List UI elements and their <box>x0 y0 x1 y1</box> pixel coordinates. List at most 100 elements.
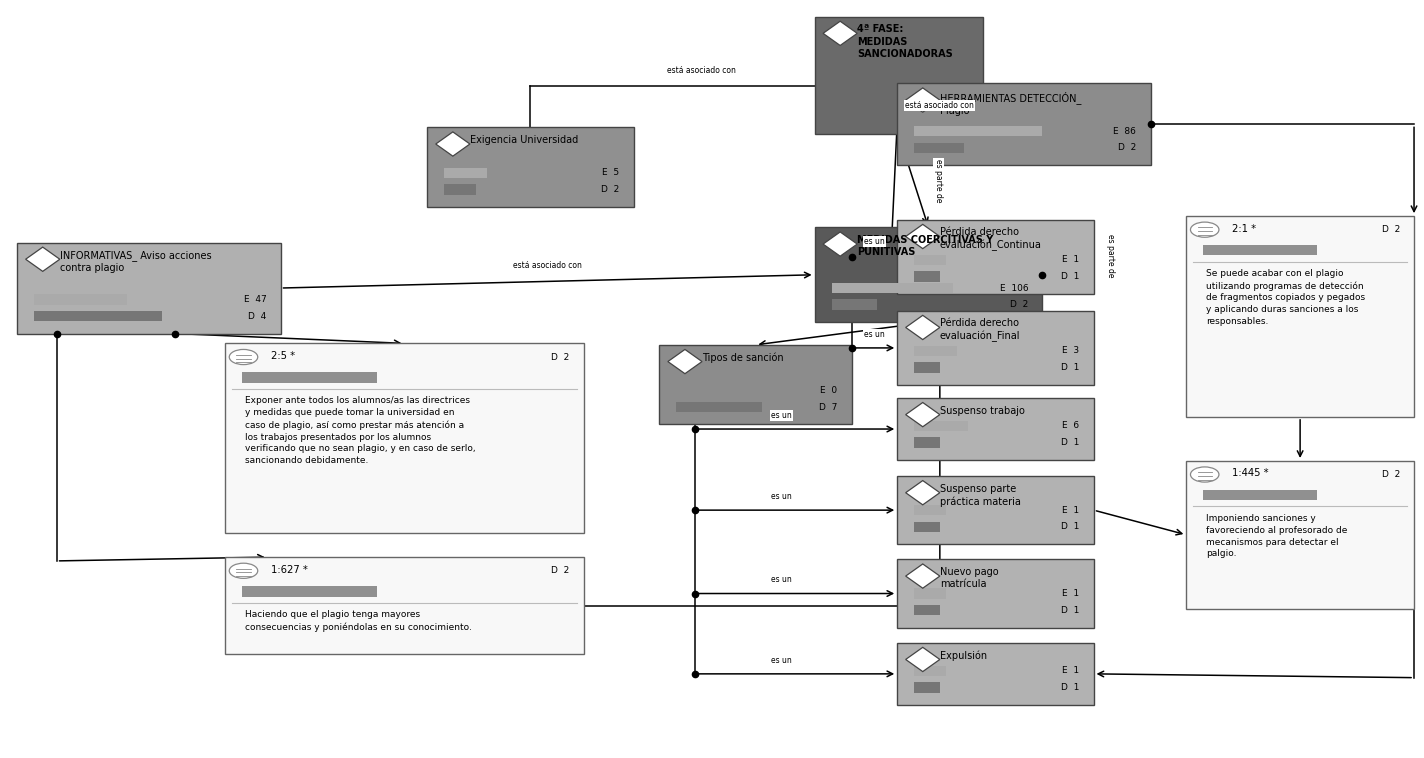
Text: 1:627 *: 1:627 * <box>271 565 308 575</box>
Text: D  2: D 2 <box>551 352 570 362</box>
FancyBboxPatch shape <box>225 557 584 654</box>
FancyBboxPatch shape <box>1186 216 1414 417</box>
Bar <box>34 311 162 321</box>
FancyBboxPatch shape <box>815 227 1042 322</box>
Polygon shape <box>906 88 940 112</box>
Text: Exponer ante todos los alumnos/as las directrices
y medidas que puede tomar la u: Exponer ante todos los alumnos/as las di… <box>245 396 476 465</box>
Circle shape <box>229 349 258 365</box>
FancyBboxPatch shape <box>897 311 1094 385</box>
Polygon shape <box>823 21 857 45</box>
Bar <box>914 346 957 356</box>
Text: INFORMATIVAS_ Aviso acciones
contra plagio: INFORMATIVAS_ Aviso acciones contra plag… <box>60 250 211 274</box>
Text: D  2: D 2 <box>1381 470 1400 479</box>
Text: Exigencia Universidad: Exigencia Universidad <box>470 135 578 145</box>
Text: D  2: D 2 <box>551 566 570 575</box>
Bar <box>832 283 953 293</box>
FancyBboxPatch shape <box>427 127 634 207</box>
Text: D  7: D 7 <box>819 402 837 412</box>
Text: Imponiendo sanciones y
favoreciendo al profesorado de
mecanismos para detectar e: Imponiendo sanciones y favoreciendo al p… <box>1206 514 1347 559</box>
FancyBboxPatch shape <box>815 17 983 134</box>
Polygon shape <box>906 315 940 340</box>
Text: Expulsión: Expulsión <box>940 650 987 661</box>
Text: E  86: E 86 <box>1114 127 1136 136</box>
Bar <box>914 522 940 532</box>
Text: E  0: E 0 <box>820 386 837 395</box>
Bar <box>914 666 946 676</box>
Text: Pérdida derecho
evaluación_Final: Pérdida derecho evaluación_Final <box>940 318 1021 343</box>
Bar <box>242 372 377 383</box>
Text: D  1: D 1 <box>1061 272 1079 281</box>
Text: D  4: D 4 <box>248 312 266 321</box>
Text: está asociado con: está asociado con <box>906 101 974 110</box>
Text: es un: es un <box>772 492 792 501</box>
FancyBboxPatch shape <box>659 345 852 424</box>
Text: HERRAMIENTAS DETECCIÓN_
Plagio: HERRAMIENTAS DETECCIÓN_ Plagio <box>940 91 1081 116</box>
FancyBboxPatch shape <box>1186 461 1414 609</box>
Text: está asociado con: está asociado con <box>513 261 582 270</box>
Bar <box>914 255 946 265</box>
Text: es un: es un <box>772 656 792 665</box>
Text: D  1: D 1 <box>1061 363 1079 372</box>
FancyBboxPatch shape <box>225 343 584 533</box>
Bar <box>914 682 940 693</box>
Bar <box>1203 245 1317 255</box>
Text: E  1: E 1 <box>1062 666 1079 675</box>
Polygon shape <box>906 647 940 672</box>
Bar <box>676 402 762 412</box>
Text: D  2: D 2 <box>1381 225 1400 234</box>
Text: Nuevo pago
matrícula: Nuevo pago matrícula <box>940 567 998 590</box>
FancyBboxPatch shape <box>897 220 1094 294</box>
Text: es un: es un <box>772 411 792 420</box>
Bar <box>914 143 964 153</box>
Text: D  2: D 2 <box>1118 143 1136 152</box>
Polygon shape <box>26 247 60 271</box>
Polygon shape <box>668 349 702 374</box>
Text: E  6: E 6 <box>1062 421 1079 431</box>
Text: 2:5 *: 2:5 * <box>271 351 295 361</box>
Polygon shape <box>906 564 940 588</box>
Bar <box>242 586 377 597</box>
Polygon shape <box>906 224 940 249</box>
Text: D  1: D 1 <box>1061 606 1079 615</box>
Bar <box>914 437 940 448</box>
Polygon shape <box>906 402 940 427</box>
Text: está asociado con: está asociado con <box>668 66 736 75</box>
Text: Suspenso trabajo: Suspenso trabajo <box>940 406 1025 415</box>
Text: E  106: E 106 <box>1000 283 1028 293</box>
Text: D  2: D 2 <box>1010 300 1028 309</box>
Text: E  1: E 1 <box>1062 255 1079 265</box>
Text: Pérdida derecho
evaluación_Continua: Pérdida derecho evaluación_Continua <box>940 227 1042 252</box>
Text: es parte de: es parte de <box>1106 234 1115 277</box>
Text: 1:445 *: 1:445 * <box>1232 468 1269 478</box>
Bar <box>34 294 127 305</box>
Text: E  3: E 3 <box>1062 346 1079 356</box>
FancyBboxPatch shape <box>897 398 1094 460</box>
Text: Haciendo que el plagio tenga mayores
consecuencias y poniéndolas en su conocimie: Haciendo que el plagio tenga mayores con… <box>245 610 471 631</box>
Text: es parte de: es parte de <box>934 159 943 202</box>
Text: E  1: E 1 <box>1062 506 1079 515</box>
Bar <box>444 168 487 178</box>
Bar <box>914 421 968 431</box>
FancyBboxPatch shape <box>17 243 281 334</box>
FancyBboxPatch shape <box>897 83 1151 165</box>
Bar <box>832 299 877 310</box>
Text: es un: es un <box>772 575 792 584</box>
Text: E  5: E 5 <box>602 168 619 177</box>
Bar <box>914 271 940 282</box>
Text: es un: es un <box>864 330 884 339</box>
FancyBboxPatch shape <box>897 643 1094 705</box>
FancyBboxPatch shape <box>897 476 1094 544</box>
Bar <box>914 362 940 373</box>
Bar <box>914 126 1042 136</box>
Circle shape <box>1190 222 1219 237</box>
Text: Se puede acabar con el plagio
utilizando programas de detección
de fragmentos co: Se puede acabar con el plagio utilizando… <box>1206 269 1366 326</box>
Bar <box>914 588 946 599</box>
Text: E  1: E 1 <box>1062 589 1079 598</box>
Text: E  47: E 47 <box>244 295 266 304</box>
Polygon shape <box>906 481 940 505</box>
Text: 4ª FASE:
MEDIDAS
SANCIONADORAS: 4ª FASE: MEDIDAS SANCIONADORAS <box>857 24 953 59</box>
Text: MEDIDAS COERCITIVAS Y
PUNITIVAS: MEDIDAS COERCITIVAS Y PUNITIVAS <box>857 235 994 258</box>
Circle shape <box>1190 467 1219 482</box>
Bar <box>914 605 940 615</box>
Circle shape <box>229 563 258 578</box>
